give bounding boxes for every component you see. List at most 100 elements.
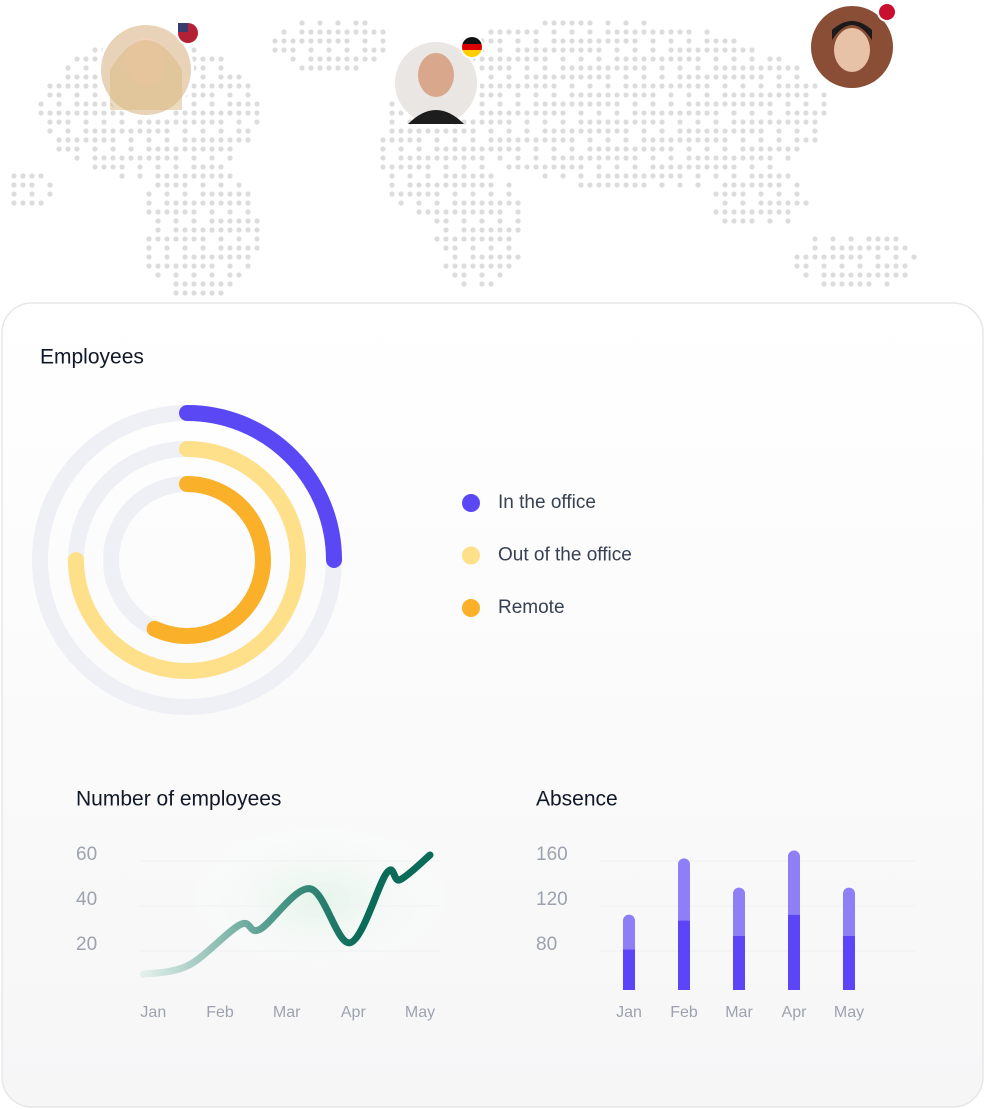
map-dot	[560, 56, 566, 62]
map-dot	[74, 83, 80, 89]
map-dot	[479, 272, 485, 278]
map-dot	[299, 20, 305, 26]
map-dot	[893, 254, 899, 260]
map-dot	[56, 110, 62, 116]
map-dot	[191, 155, 197, 161]
map-dot	[74, 92, 80, 98]
map-dot	[200, 191, 206, 197]
map-dot	[740, 137, 746, 143]
map-dot	[614, 101, 620, 107]
map-dot	[704, 110, 710, 116]
map-dot	[722, 200, 728, 206]
map-dot	[164, 155, 170, 161]
map-dot	[497, 218, 503, 224]
map-dot	[209, 191, 215, 197]
map-dot	[641, 65, 647, 71]
ring-arc	[68, 441, 306, 679]
map-dot	[488, 119, 494, 125]
map-dot	[236, 101, 242, 107]
map-dot	[65, 128, 71, 134]
map-dot	[623, 74, 629, 80]
map-dot	[218, 218, 224, 224]
map-dot	[785, 119, 791, 125]
map-dot	[641, 146, 647, 152]
map-dot	[146, 119, 152, 125]
map-dot	[209, 290, 215, 296]
map-dot	[506, 29, 512, 35]
bar-segment	[623, 914, 635, 950]
map-dot	[740, 200, 746, 206]
map-dot	[380, 164, 386, 170]
map-dot	[515, 218, 521, 224]
map-dot	[650, 92, 656, 98]
map-dot	[686, 146, 692, 152]
map-dot	[749, 119, 755, 125]
map-dot	[65, 83, 71, 89]
map-dot	[677, 137, 683, 143]
map-dot	[479, 263, 485, 269]
map-dot	[398, 164, 404, 170]
map-dot	[146, 200, 152, 206]
map-dot	[479, 281, 485, 287]
map-dot	[650, 137, 656, 143]
map-dot	[326, 65, 332, 71]
map-dot	[767, 200, 773, 206]
map-dot	[137, 128, 143, 134]
map-dot	[731, 182, 737, 188]
map-dot	[506, 74, 512, 80]
map-dot	[209, 92, 215, 98]
map-dot	[434, 146, 440, 152]
map-dot	[389, 128, 395, 134]
map-dot	[731, 128, 737, 134]
map-dot	[659, 146, 665, 152]
map-dot	[308, 56, 314, 62]
map-dot	[425, 164, 431, 170]
map-dot	[119, 155, 125, 161]
map-dot	[461, 281, 467, 287]
map-dot	[749, 128, 755, 134]
map-dot	[713, 164, 719, 170]
map-dot	[488, 65, 494, 71]
map-dot	[29, 173, 35, 179]
map-dot	[551, 110, 557, 116]
map-dot	[785, 155, 791, 161]
map-dot	[524, 119, 530, 125]
map-dot	[740, 83, 746, 89]
map-dot	[380, 47, 386, 53]
map-dot	[560, 164, 566, 170]
map-dot	[236, 245, 242, 251]
map-dot	[227, 272, 233, 278]
map-dot	[497, 119, 503, 125]
map-dot	[344, 47, 350, 53]
map-dot	[272, 38, 278, 44]
map-dot	[191, 119, 197, 125]
map-dot	[353, 56, 359, 62]
map-dot	[686, 47, 692, 53]
map-dot	[254, 218, 260, 224]
map-dot	[506, 236, 512, 242]
map-dot	[488, 281, 494, 287]
map-dot	[560, 173, 566, 179]
map-dot	[632, 182, 638, 188]
map-dot	[209, 218, 215, 224]
map-dot	[533, 47, 539, 53]
map-dot	[848, 236, 854, 242]
map-dot	[497, 56, 503, 62]
map-dot	[506, 56, 512, 62]
map-dot	[632, 29, 638, 35]
map-dot	[155, 164, 161, 170]
map-dot	[479, 119, 485, 125]
map-dot	[731, 101, 737, 107]
map-dot	[155, 146, 161, 152]
map-dot	[524, 74, 530, 80]
map-dot	[47, 83, 53, 89]
map-dot	[731, 56, 737, 62]
map-dot	[857, 254, 863, 260]
map-dot	[623, 155, 629, 161]
map-dot	[155, 272, 161, 278]
map-dot	[830, 236, 836, 242]
map-dot	[542, 56, 548, 62]
map-dot	[11, 173, 17, 179]
map-dot	[587, 137, 593, 143]
map-dot	[290, 56, 296, 62]
